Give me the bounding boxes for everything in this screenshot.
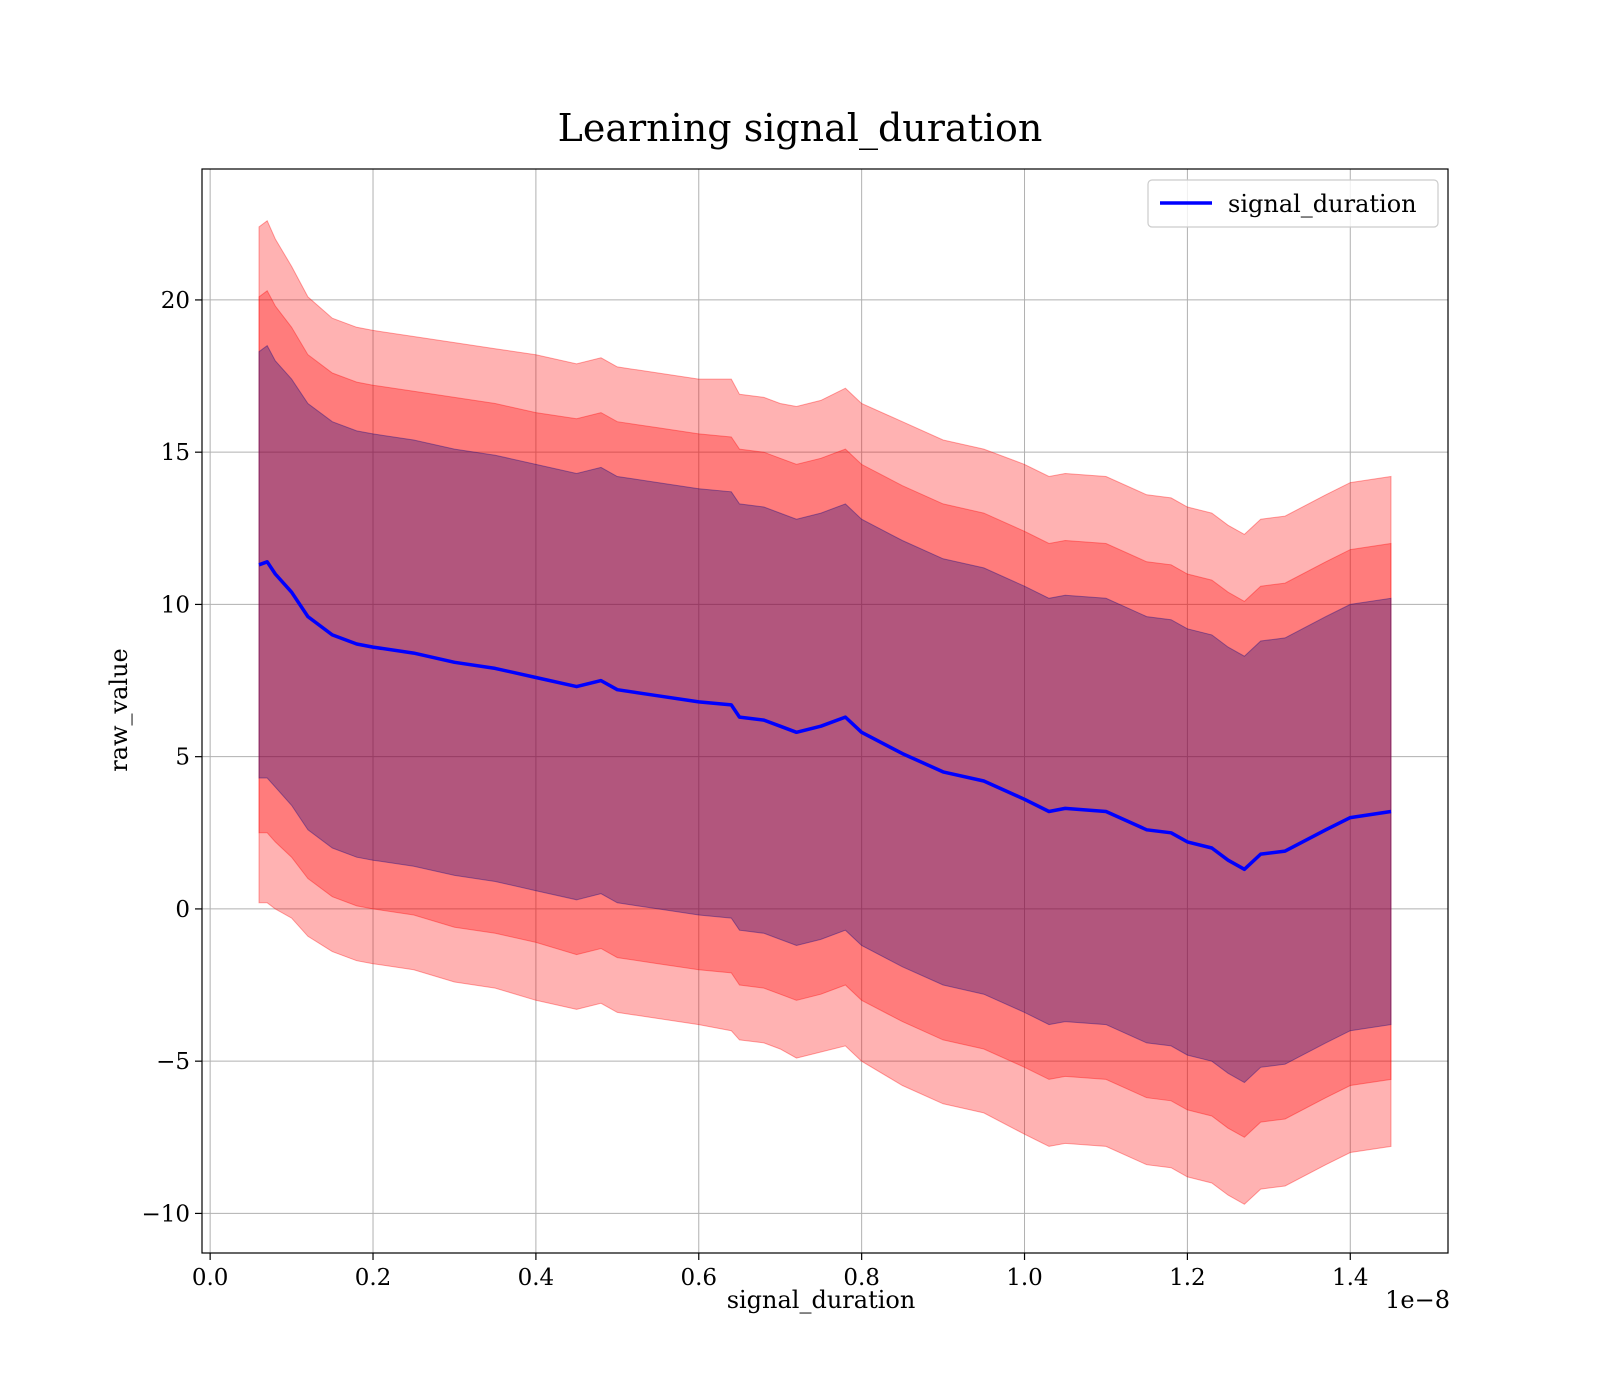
x-tick-label: 0.4: [518, 1265, 555, 1291]
series-line-signal-duration: [258, 560, 1392, 872]
y-tick-label: 20: [161, 288, 190, 314]
x-tick-label: 0.8: [843, 1265, 880, 1291]
axes-frame: [201, 168, 1449, 1254]
confidence-band-2: [258, 290, 1392, 1138]
legend-entry-label: signal_duration: [1228, 190, 1417, 218]
y-tick-label: 0: [175, 897, 190, 923]
y-axis-label: raw_value: [105, 648, 133, 772]
legend-box: [1147, 179, 1439, 228]
x-tick-label: 0.2: [355, 1265, 392, 1291]
y-tick-label: 10: [161, 592, 190, 618]
legend: signal_duration: [1147, 179, 1439, 228]
plot-area: 0.0 0.2 0.4 0.6 0.8 1.0 1.2 1.4 −10 −5 0 5 10 15 20: [141, 168, 1449, 1291]
y-tick-label: −10: [141, 1201, 190, 1227]
x-tick-label: 1.0: [1006, 1265, 1043, 1291]
x-tick-label: 1.4: [1332, 1265, 1369, 1291]
y-tick-label: 15: [161, 440, 190, 466]
x-axis-label: signal_duration: [727, 1286, 916, 1314]
x-axis-offset-label: 1e−8: [1385, 1286, 1450, 1314]
x-tick-label: 0.6: [680, 1265, 717, 1291]
confidence-band-1: [258, 220, 1392, 1205]
x-tick-label: 1.2: [1169, 1265, 1206, 1291]
y-tick-label: 5: [175, 745, 190, 771]
confidence-band-3: [258, 344, 1392, 1084]
chart-title: Learning signal_duration: [558, 106, 1043, 151]
x-tick-label: 0.0: [192, 1265, 229, 1291]
y-tick-label: −5: [156, 1049, 190, 1075]
